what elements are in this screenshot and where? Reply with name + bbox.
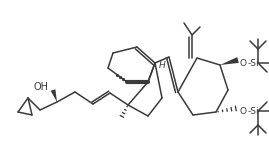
Text: H: H (159, 61, 166, 70)
Text: O: O (240, 107, 247, 115)
Text: -Si: -Si (248, 58, 260, 67)
Polygon shape (51, 89, 57, 102)
Text: O: O (240, 58, 247, 67)
Text: OH: OH (33, 82, 48, 92)
Text: -Si: -Si (248, 107, 260, 115)
Polygon shape (220, 57, 239, 65)
